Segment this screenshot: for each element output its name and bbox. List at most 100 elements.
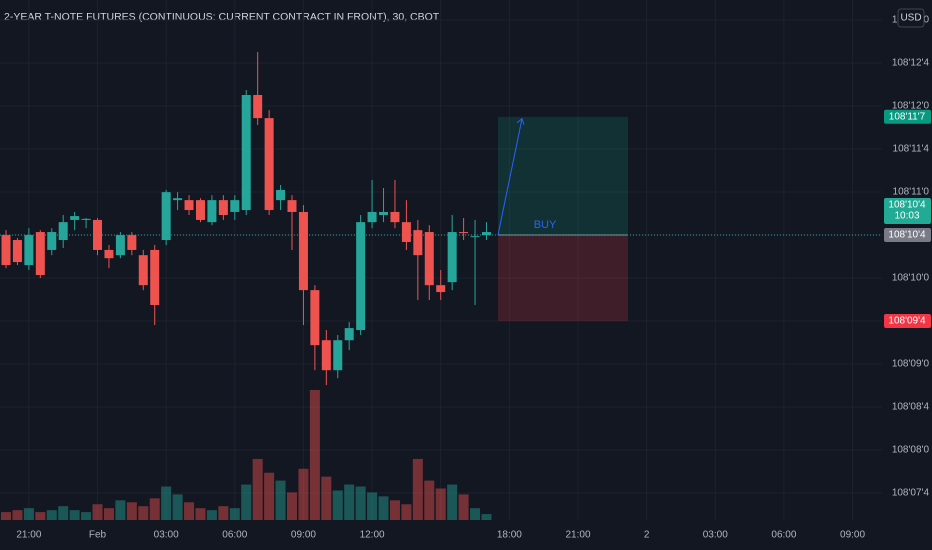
x-tick-label: 09:00 bbox=[291, 530, 316, 541]
y-tick-label: 108'12'4 bbox=[892, 58, 930, 69]
candle-body bbox=[35, 232, 45, 275]
y-tick-label: 108'10'0 bbox=[892, 273, 930, 284]
candle-body bbox=[424, 232, 434, 286]
chart-title: 2-YEAR T-NOTE FUTURES (CONTINUOUS: CURRE… bbox=[4, 11, 440, 23]
candle-body bbox=[70, 216, 80, 220]
candle-body bbox=[481, 232, 491, 236]
volume-bar bbox=[389, 500, 400, 520]
volume-bar bbox=[92, 504, 103, 520]
candle-body bbox=[310, 290, 320, 346]
candle-body bbox=[276, 189, 286, 201]
y-tick-label: 108'08'4 bbox=[892, 402, 930, 413]
volume-bar bbox=[458, 494, 469, 520]
volume-bar bbox=[447, 484, 458, 520]
x-tick-label: 09:00 bbox=[840, 530, 865, 541]
price-badge-label: 108'09'4 bbox=[888, 316, 926, 327]
x-tick-label: 06:00 bbox=[771, 530, 796, 541]
price-badge-label: 108'10'4 bbox=[888, 200, 926, 211]
candle-body bbox=[24, 235, 34, 266]
candle-body bbox=[12, 240, 22, 263]
candle-body bbox=[321, 340, 331, 371]
volume-bar bbox=[12, 510, 23, 520]
volume-bar bbox=[1, 512, 11, 520]
volume-bar bbox=[23, 508, 34, 520]
volume-bar bbox=[241, 484, 252, 520]
y-tick-label: 108'09'0 bbox=[892, 359, 930, 370]
volume-bar bbox=[103, 508, 114, 520]
arrow-head bbox=[516, 117, 525, 125]
volume-bar bbox=[287, 492, 297, 520]
candle-body bbox=[115, 235, 125, 256]
candle-body bbox=[470, 236, 480, 238]
candle-body bbox=[390, 211, 400, 223]
candle-body bbox=[195, 200, 205, 220]
candle-body bbox=[150, 249, 160, 305]
candle-body bbox=[58, 222, 68, 241]
volume-bar bbox=[138, 506, 149, 520]
candle-body bbox=[356, 222, 366, 331]
volume-bar bbox=[58, 506, 69, 520]
volume-bar bbox=[195, 508, 206, 520]
candle-body bbox=[436, 285, 446, 293]
candle-body bbox=[138, 255, 148, 286]
profit-zone bbox=[498, 116, 628, 236]
y-tick-label: 108'12'0 bbox=[892, 101, 930, 112]
candle-body bbox=[253, 95, 263, 119]
volume-bar bbox=[252, 458, 263, 520]
candle-body bbox=[401, 222, 411, 242]
candle-body bbox=[1, 235, 11, 266]
candle-body bbox=[218, 200, 228, 215]
volume-bar bbox=[309, 390, 320, 520]
volume-bar bbox=[126, 502, 137, 520]
currency-button[interactable] bbox=[897, 8, 925, 28]
x-tick-label: 12:00 bbox=[360, 530, 385, 541]
y-tick-label: 108'11'0 bbox=[893, 187, 930, 198]
candle-body bbox=[93, 219, 103, 250]
price-badge bbox=[884, 228, 931, 243]
x-tick-label: 03:00 bbox=[703, 530, 728, 541]
candle-body bbox=[367, 211, 377, 223]
volume-bar bbox=[344, 484, 355, 520]
price-badge bbox=[884, 314, 931, 329]
candle-body bbox=[81, 218, 91, 220]
volume-bar bbox=[46, 510, 57, 520]
volume-bar bbox=[184, 502, 195, 520]
volume-bar bbox=[481, 514, 492, 520]
candle-body bbox=[127, 235, 137, 250]
price-badge-label: 108'10'4 bbox=[888, 230, 926, 241]
candle-body bbox=[344, 328, 354, 341]
candle-body bbox=[207, 200, 217, 223]
candle-body bbox=[413, 230, 423, 256]
volume-bar bbox=[332, 490, 343, 520]
volume-bar bbox=[378, 496, 389, 520]
volume-bar bbox=[35, 512, 46, 520]
y-tick-label: 108'08'0 bbox=[892, 445, 930, 456]
volume-bar bbox=[412, 458, 423, 520]
volume-bar bbox=[149, 498, 160, 520]
arrow bbox=[497, 118, 523, 236]
buy-label: BUY bbox=[534, 219, 557, 231]
candle-body bbox=[104, 249, 114, 259]
x-tick-label: 18:00 bbox=[497, 530, 522, 541]
candle-body bbox=[447, 232, 457, 283]
volume-bar bbox=[69, 510, 80, 520]
candle-body bbox=[298, 211, 308, 291]
x-tick-label: 03:00 bbox=[154, 530, 179, 541]
candle-body bbox=[173, 198, 183, 201]
candle-body bbox=[230, 200, 240, 212]
candle-body bbox=[459, 232, 469, 234]
volume-bar bbox=[218, 506, 229, 520]
currency-label: USD bbox=[900, 13, 921, 24]
candle-body bbox=[184, 200, 194, 211]
volume-bar bbox=[229, 508, 240, 520]
candle-body bbox=[264, 118, 274, 211]
volume-bar bbox=[264, 472, 275, 520]
candle-body bbox=[379, 211, 389, 215]
volume-bar bbox=[470, 508, 481, 520]
volume-bar bbox=[367, 492, 378, 520]
volume-bar bbox=[435, 488, 446, 520]
volume-bar bbox=[161, 486, 172, 520]
volume-bar bbox=[172, 494, 183, 520]
volume-bar bbox=[115, 500, 126, 520]
